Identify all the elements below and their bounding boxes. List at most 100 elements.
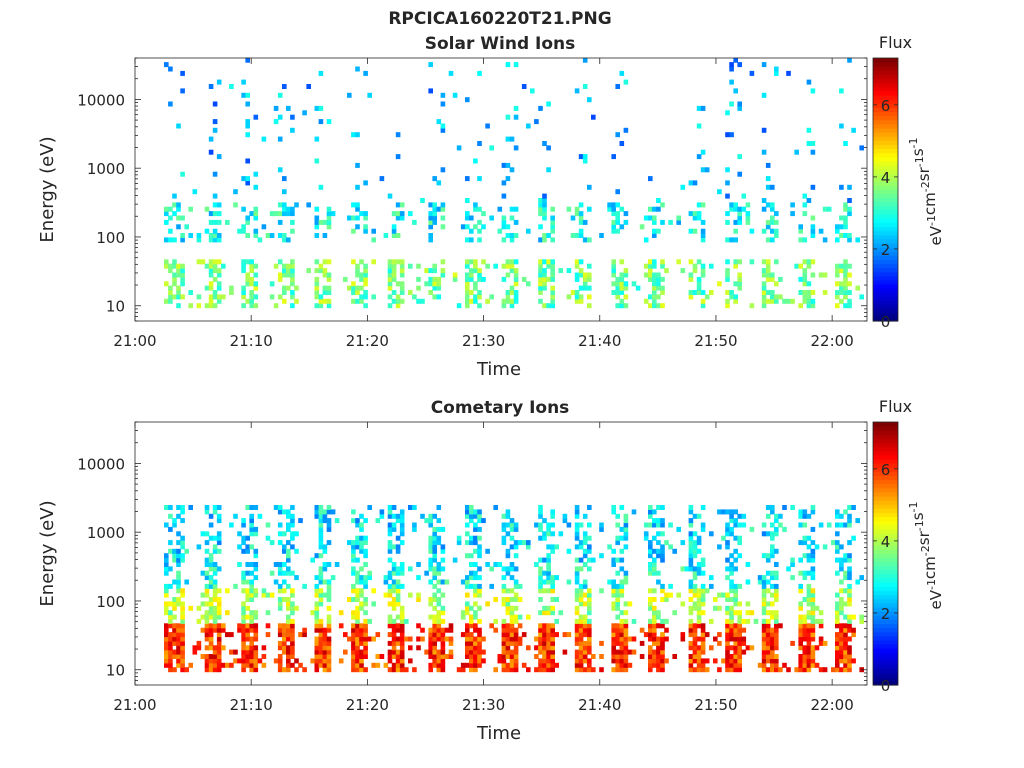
flux-cell bbox=[558, 531, 564, 537]
flux-cell bbox=[538, 290, 543, 295]
flux-cell bbox=[249, 636, 254, 642]
flux-cell bbox=[322, 268, 328, 274]
flux-cell bbox=[696, 535, 702, 541]
flux-cell bbox=[696, 658, 702, 664]
flux-cell bbox=[737, 540, 742, 546]
flux-cell bbox=[627, 662, 633, 668]
flux-cell bbox=[660, 623, 665, 629]
flux-cell bbox=[505, 588, 511, 594]
flux-cell bbox=[806, 649, 812, 655]
flux-cell bbox=[367, 505, 372, 510]
flux-cell bbox=[306, 268, 311, 274]
flux-cell bbox=[432, 583, 437, 589]
flux-cell bbox=[729, 531, 734, 537]
flux-cell bbox=[770, 627, 775, 633]
flux-cell bbox=[615, 513, 620, 519]
flux-cell bbox=[733, 281, 738, 287]
flux-cell bbox=[212, 303, 218, 309]
flux-cell bbox=[473, 601, 478, 607]
flux-cell bbox=[802, 294, 808, 300]
flux-cell bbox=[501, 298, 507, 304]
unit-base: s bbox=[909, 148, 927, 156]
flux-cell bbox=[286, 285, 291, 291]
flux-cell bbox=[574, 570, 580, 576]
flux-cell bbox=[176, 272, 181, 278]
flux-cell bbox=[810, 570, 816, 576]
flux-cell bbox=[237, 627, 242, 633]
flux-cell bbox=[282, 667, 287, 673]
flux-cell bbox=[737, 553, 742, 559]
flux-cell bbox=[765, 654, 771, 659]
flux-cell bbox=[326, 285, 332, 291]
flux-cell bbox=[615, 658, 620, 664]
flux-cell bbox=[440, 658, 446, 664]
flux-cell bbox=[432, 632, 437, 638]
flux-cell bbox=[212, 614, 218, 620]
flux-cell bbox=[477, 553, 482, 559]
flux-cell bbox=[652, 636, 657, 642]
flux-cell bbox=[282, 570, 287, 576]
flux-cell bbox=[428, 268, 433, 274]
flux-cell bbox=[355, 535, 360, 541]
flux-cell bbox=[314, 224, 320, 230]
flux-cell bbox=[355, 518, 360, 524]
flux-cell bbox=[465, 176, 470, 182]
flux-cell bbox=[314, 553, 320, 559]
flux-cell bbox=[334, 518, 340, 524]
flux-cell bbox=[717, 189, 722, 195]
flux-cell bbox=[733, 623, 738, 629]
flux-cell bbox=[245, 101, 250, 107]
flux-cell bbox=[761, 127, 767, 133]
flux-cell bbox=[241, 623, 246, 629]
flux-cell bbox=[501, 645, 507, 651]
flux-cell bbox=[574, 505, 580, 510]
flux-cell bbox=[469, 667, 474, 673]
flux-cell bbox=[847, 557, 852, 563]
flux-cell bbox=[538, 535, 543, 541]
flux-cell bbox=[692, 544, 698, 550]
flux-cell bbox=[765, 618, 771, 624]
flux-cell bbox=[208, 627, 214, 633]
flux-cell bbox=[855, 237, 860, 243]
flux-cell bbox=[786, 566, 791, 572]
flux-cell bbox=[351, 623, 356, 629]
flux-cell bbox=[176, 562, 181, 567]
flux-cell bbox=[208, 303, 214, 309]
flux-cell bbox=[180, 268, 185, 274]
flux-cell bbox=[164, 627, 169, 633]
flux-cell bbox=[216, 211, 222, 217]
flux-cell bbox=[428, 562, 433, 567]
flux-cell bbox=[729, 518, 734, 524]
flux-cell bbox=[806, 623, 812, 629]
flux-cell bbox=[249, 618, 254, 624]
flux-cell bbox=[611, 202, 616, 208]
flux-cell bbox=[172, 597, 177, 602]
flux-cell bbox=[770, 570, 775, 576]
flux-cell bbox=[477, 276, 482, 282]
flux-cell bbox=[843, 272, 848, 278]
colorbar-step bbox=[873, 430, 898, 435]
flux-cell bbox=[473, 281, 478, 287]
flux-cell bbox=[432, 654, 437, 659]
flux-cell bbox=[660, 531, 665, 537]
flux-cell bbox=[806, 627, 812, 633]
flux-cell bbox=[282, 588, 287, 594]
flux-cell bbox=[513, 566, 519, 572]
flux-cell bbox=[725, 610, 730, 616]
flux-cell bbox=[204, 636, 210, 642]
flux-cell bbox=[395, 649, 401, 655]
flux-cell bbox=[530, 88, 535, 94]
flux-cell bbox=[180, 658, 185, 664]
flux-cell bbox=[578, 540, 584, 546]
flux-cell bbox=[469, 518, 474, 524]
flux-cell bbox=[798, 667, 803, 673]
flux-cell bbox=[322, 662, 328, 668]
flux-cell bbox=[798, 588, 803, 594]
flux-cell bbox=[554, 632, 559, 638]
flux-cell bbox=[660, 583, 665, 589]
y-tick-label: 100 bbox=[96, 229, 125, 247]
flux-cell bbox=[546, 570, 551, 576]
flux-cell bbox=[615, 601, 620, 607]
flux-cell bbox=[351, 132, 356, 138]
flux-cell bbox=[273, 119, 279, 125]
